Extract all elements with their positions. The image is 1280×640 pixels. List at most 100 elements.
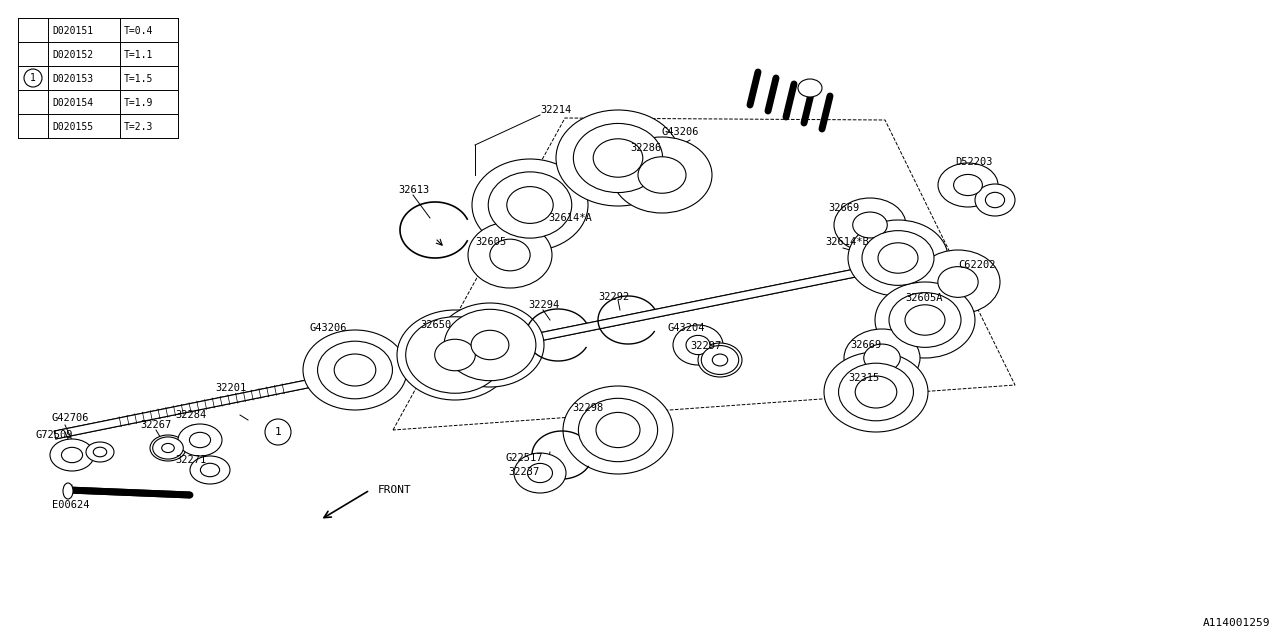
- Ellipse shape: [515, 453, 566, 493]
- Text: G43204: G43204: [668, 323, 705, 333]
- Ellipse shape: [852, 212, 887, 238]
- Text: 32315: 32315: [849, 373, 879, 383]
- Text: G43206: G43206: [310, 323, 347, 333]
- Ellipse shape: [468, 222, 552, 288]
- Ellipse shape: [849, 220, 948, 296]
- Text: T=0.4: T=0.4: [124, 26, 154, 36]
- Ellipse shape: [471, 330, 509, 360]
- Ellipse shape: [673, 325, 723, 365]
- Text: D020153: D020153: [52, 74, 93, 84]
- Ellipse shape: [201, 463, 220, 477]
- Text: 32613: 32613: [398, 185, 429, 195]
- Text: FRONT: FRONT: [378, 485, 412, 495]
- Ellipse shape: [701, 346, 739, 374]
- Text: D52203: D52203: [955, 157, 992, 167]
- Text: 32214: 32214: [540, 105, 571, 115]
- Ellipse shape: [838, 363, 914, 421]
- Ellipse shape: [712, 354, 728, 366]
- Ellipse shape: [797, 79, 822, 97]
- Ellipse shape: [975, 184, 1015, 216]
- Circle shape: [265, 419, 291, 445]
- Ellipse shape: [573, 124, 663, 193]
- Ellipse shape: [317, 341, 393, 399]
- Ellipse shape: [507, 187, 553, 223]
- Ellipse shape: [406, 317, 504, 393]
- Ellipse shape: [178, 424, 221, 456]
- Text: G72509: G72509: [35, 430, 73, 440]
- Ellipse shape: [334, 354, 376, 386]
- Ellipse shape: [527, 463, 553, 483]
- Ellipse shape: [444, 309, 536, 381]
- Text: D020151: D020151: [52, 26, 93, 36]
- Text: 32237: 32237: [508, 467, 539, 477]
- Text: E00624: E00624: [52, 500, 90, 510]
- Ellipse shape: [824, 352, 928, 432]
- Ellipse shape: [637, 157, 686, 193]
- Ellipse shape: [905, 305, 945, 335]
- Text: 32650: 32650: [420, 320, 452, 330]
- Text: A114001259: A114001259: [1202, 618, 1270, 628]
- Ellipse shape: [593, 139, 643, 177]
- Ellipse shape: [472, 159, 588, 251]
- Text: 32267: 32267: [140, 420, 172, 430]
- Text: 32614*B: 32614*B: [826, 237, 869, 247]
- Text: 32605A: 32605A: [905, 293, 942, 303]
- Ellipse shape: [864, 344, 900, 372]
- Ellipse shape: [189, 433, 210, 448]
- Ellipse shape: [556, 110, 680, 206]
- Ellipse shape: [50, 439, 93, 471]
- Text: 32284: 32284: [175, 410, 206, 420]
- Ellipse shape: [612, 137, 712, 213]
- Ellipse shape: [855, 376, 897, 408]
- Text: 32292: 32292: [598, 292, 630, 302]
- Text: 32271: 32271: [175, 455, 206, 465]
- Ellipse shape: [488, 172, 572, 238]
- Ellipse shape: [189, 456, 230, 484]
- Ellipse shape: [861, 230, 934, 285]
- Ellipse shape: [436, 303, 544, 387]
- Ellipse shape: [938, 163, 998, 207]
- Ellipse shape: [61, 447, 82, 463]
- Ellipse shape: [698, 343, 742, 377]
- Text: 1: 1: [29, 73, 36, 83]
- Text: 32297: 32297: [690, 341, 721, 351]
- Text: D020154: D020154: [52, 98, 93, 108]
- Ellipse shape: [876, 282, 975, 358]
- Text: C62202: C62202: [957, 260, 996, 270]
- Ellipse shape: [844, 329, 920, 387]
- Ellipse shape: [916, 250, 1000, 314]
- Ellipse shape: [890, 292, 961, 348]
- Ellipse shape: [161, 444, 174, 452]
- Text: 32669: 32669: [828, 203, 859, 213]
- Ellipse shape: [954, 175, 983, 196]
- Ellipse shape: [86, 442, 114, 462]
- Ellipse shape: [490, 239, 530, 271]
- Circle shape: [24, 69, 42, 87]
- Ellipse shape: [63, 483, 73, 499]
- Ellipse shape: [596, 412, 640, 447]
- Ellipse shape: [93, 447, 106, 457]
- Text: G22517: G22517: [506, 453, 543, 463]
- Text: 32286: 32286: [630, 143, 662, 153]
- Text: 32669: 32669: [850, 340, 881, 350]
- Ellipse shape: [435, 339, 475, 371]
- Text: D020152: D020152: [52, 50, 93, 60]
- Text: T=1.5: T=1.5: [124, 74, 154, 84]
- Ellipse shape: [835, 198, 906, 252]
- Text: 32614*A: 32614*A: [548, 213, 591, 223]
- Ellipse shape: [878, 243, 918, 273]
- Text: T=1.1: T=1.1: [124, 50, 154, 60]
- Ellipse shape: [938, 267, 978, 298]
- Text: 32201: 32201: [215, 383, 246, 393]
- Ellipse shape: [686, 335, 710, 355]
- Ellipse shape: [397, 310, 513, 400]
- Ellipse shape: [579, 398, 658, 461]
- Ellipse shape: [152, 437, 183, 459]
- Ellipse shape: [303, 330, 407, 410]
- Text: 32298: 32298: [572, 403, 603, 413]
- Polygon shape: [54, 266, 870, 439]
- Text: T=1.9: T=1.9: [124, 98, 154, 108]
- Text: G42706: G42706: [52, 413, 90, 423]
- Ellipse shape: [150, 435, 186, 461]
- Text: D020155: D020155: [52, 122, 93, 132]
